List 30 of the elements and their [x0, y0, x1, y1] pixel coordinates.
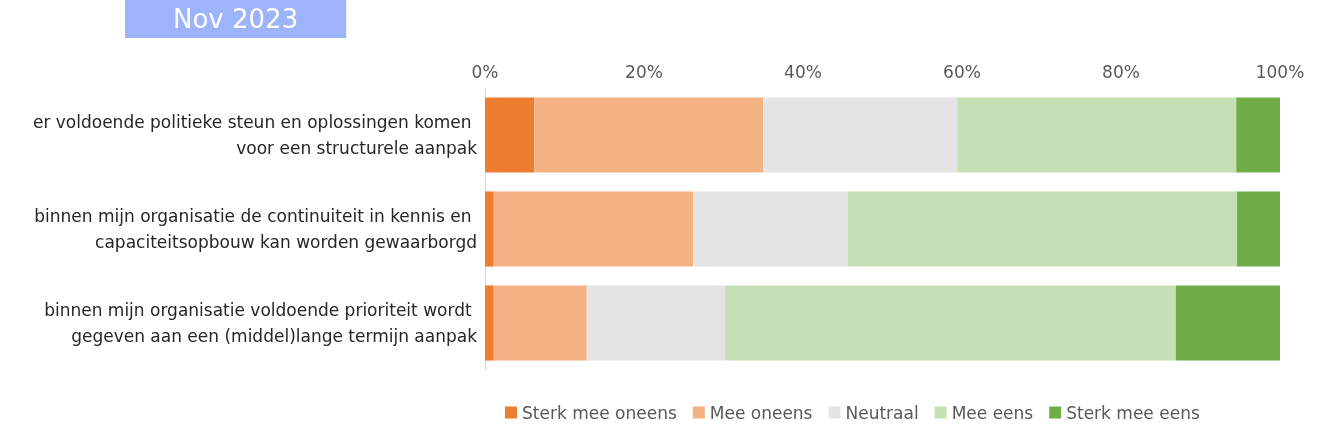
y-tick-label: er voldoende politieke steun en oplossingen komen voor een structurele aanpak [32, 112, 478, 158]
bar [957, 97, 1237, 173]
legend-label: Sterk mee oneens [522, 402, 677, 423]
legend-label: Neutraal [845, 402, 919, 423]
y-tick-label: binnen mijn organisatie de continuiteit in kennis en capaciteitsopbouw kan worden gewaarborgd [34, 206, 477, 252]
x-tick-label: 40% [784, 61, 822, 82]
bar [725, 285, 1176, 361]
legend-label: Mee oneens [709, 402, 813, 423]
bar [763, 97, 958, 173]
text: Nov 2023 [173, 4, 299, 34]
bar [493, 285, 587, 361]
bar [586, 285, 726, 361]
y-tick-label: binnen mijn organisatie voldoende prioriteit wordt gegeven aan een (middel)lange termijn aanpak [44, 300, 478, 346]
legend-label: Mee eens [951, 402, 1034, 423]
bar [847, 191, 1238, 267]
x-tick-label: 20% [625, 61, 663, 82]
x-tick-label: 0% [471, 61, 499, 82]
x-tick-label: 100% [1255, 61, 1305, 82]
legend-label: Sterk mee eens [1066, 402, 1200, 423]
bar [485, 285, 494, 361]
bar [1175, 285, 1280, 361]
bar [693, 191, 848, 267]
bar [485, 191, 494, 267]
bar [493, 191, 694, 267]
x-tick-label: 60% [943, 61, 981, 82]
bar [485, 97, 535, 173]
x-tick-label: 80% [1102, 61, 1140, 82]
bar [1237, 191, 1280, 267]
bar [1236, 97, 1280, 173]
bar [534, 97, 764, 173]
